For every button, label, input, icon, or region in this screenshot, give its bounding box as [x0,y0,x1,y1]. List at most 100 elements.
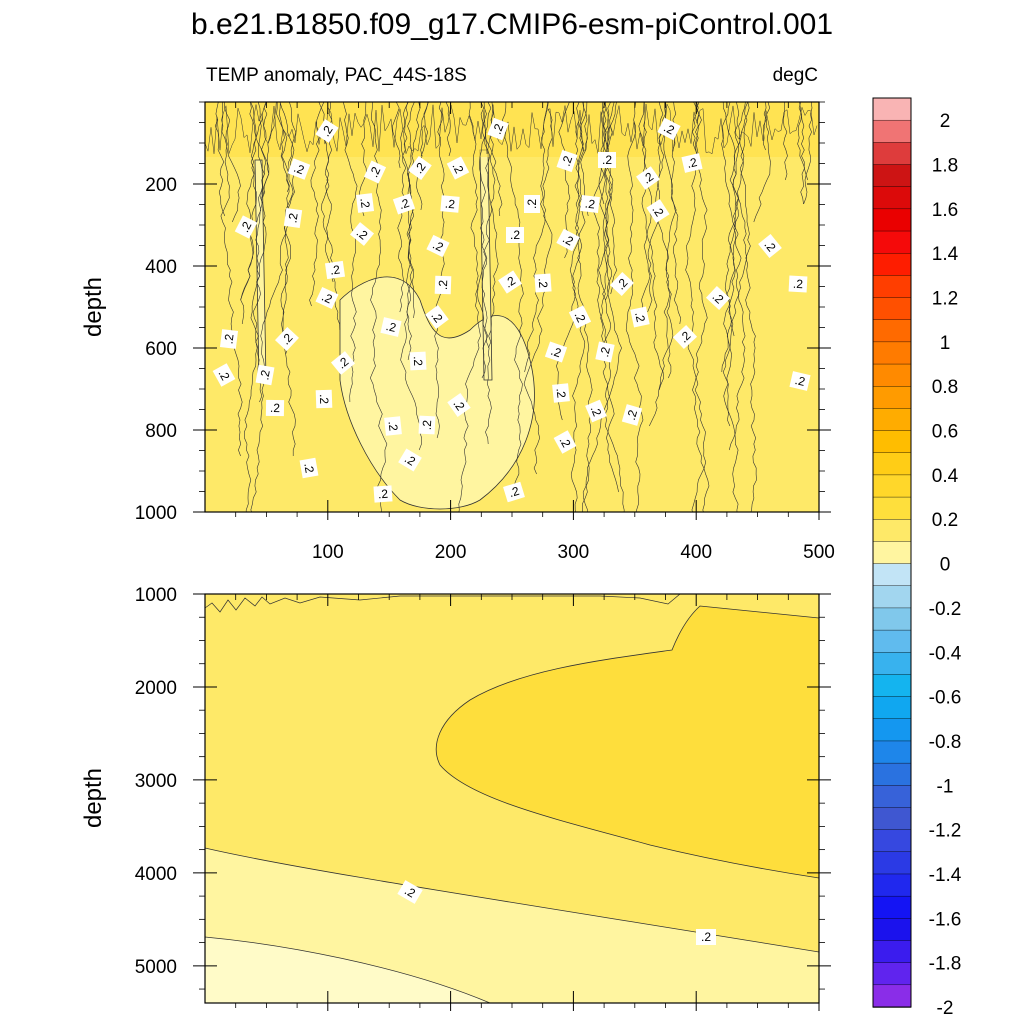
contour-line [478,102,492,445]
colorbar-label: 0 [940,555,951,576]
colorbar-swatch [872,873,912,897]
contour-label-text: .2 [221,333,236,345]
contour-label-bg [788,275,808,293]
contour-label-bg [672,325,698,349]
contour-line [803,102,813,205]
contour-label-text: .2 [357,197,372,209]
colorbar-swatch [872,186,912,210]
contour-label-text: .2 [632,311,648,324]
contour-label-bg [544,341,568,363]
contour-line [692,102,710,512]
contour-label-bg [534,273,552,293]
colorbar-swatch [872,408,912,432]
contour-line [220,102,243,457]
upper-panel: .2 .2 .2 .2 .2 .2 .2 .2 .2 .2 .2 .2 .2 .2 .2 .2 .2 .2 .2 .2… [80,101,835,563]
contour-line [400,102,423,451]
x-tick-label: 100 [312,542,344,563]
contour-line [445,102,452,157]
contour-line [721,102,742,337]
colorbar: 2 1.8 1.6 1.4 1.2 1 0.8 0.6 0.4 0.2 0 -0.2 -0.4 -0.6 -… [872,97,962,1019]
contour-label-bg [636,166,660,190]
contour-label-text: .2 [386,420,401,432]
colorbar-swatch [872,807,912,831]
colorbar-swatch [872,430,912,454]
contour-line [407,102,421,319]
contour-label: .2 [397,880,423,904]
colorbar-swatch [872,918,912,942]
contour-label: .2 [556,149,578,173]
contour-label: .2 [534,273,552,293]
contour-label: .2 [409,351,427,371]
contour-label-text: .2 [794,373,807,389]
contour-label: .2 [705,286,731,310]
colorbar-swatch [872,785,912,809]
contour-label-bg [503,481,525,503]
contour-label-text: .2 [701,930,711,944]
contour-label-bg [315,286,339,310]
contour-label: .2 [426,234,450,258]
contour-line [458,102,481,512]
contour-label: .2 [283,207,303,229]
contour-label-bg [355,193,375,213]
contour-label: .2 [672,325,698,349]
contour-label-bg [524,195,540,213]
contour-label: .2 [487,117,509,141]
colorbar-swatch [872,341,912,365]
colorbar-label: -1.4 [929,865,962,886]
contour-label: .2 [349,222,375,246]
colorbar-swatch [872,652,912,676]
contour-label-text: .2 [420,419,435,430]
contour-label-bg [408,156,432,180]
x-tick-label: 200 [435,542,467,563]
colorbar-swatch [872,541,912,565]
contour-label-bg [299,457,319,479]
colorbar-swatch [872,740,912,764]
contour-label: .2 [255,364,275,386]
lower-fill-lighter-corner [205,936,491,1003]
y-tick-label: 400 [145,257,177,278]
colorbar-swatch [872,718,912,742]
colorbar-swatch [872,851,912,875]
contour-label-bg [265,399,285,417]
contour-label: .2 [580,194,600,214]
contour-label: .2 [585,399,607,423]
colorbar-frame [872,97,912,1008]
colorbar-swatch [872,696,912,720]
colorbar-label: -1.8 [929,954,962,975]
lower-axes: 1000 2000 3000 4000 5000 [135,585,831,1011]
contour-label: .2 [696,929,716,945]
contour-line [721,102,740,373]
contour-line [662,102,682,325]
contour-label-bg [219,329,239,349]
contour-line [420,102,429,157]
contour-label-bg [595,341,615,363]
contour-label: .2 [265,399,285,417]
colorbar-swatch [872,363,912,387]
contour-line [434,102,446,439]
colorbar-label: 1.2 [932,289,958,310]
contour-label-bg [363,160,387,184]
contour-label: .2 [553,430,577,454]
colorbar-swatch [872,762,912,786]
contour-label-bg [392,193,416,215]
contour-label-text: .2 [624,408,640,422]
contour-line [276,102,296,456]
contour-label: .2 [384,416,402,436]
lower-top-noise [205,594,681,613]
upper-axes: 100 200 300 400 500 200 400 600 800 1000 [135,101,835,563]
colorbar-swatch [872,496,912,520]
contour-label-bg [610,271,634,297]
contour-label-bg [398,448,422,472]
colorbar-label: -0.6 [929,688,962,709]
contour-label-bg [705,286,731,310]
colorbar-label: 2 [940,111,951,132]
contour-label-text: .2 [525,199,539,209]
colorbar-swatch [872,585,912,609]
contour-label-text: .2 [329,262,341,277]
contour-line [415,102,429,211]
contour-label-text: .2 [285,212,300,224]
contour-label-bg [418,415,436,435]
contour-label: .2 [636,166,660,190]
contour-label-bg [380,317,402,337]
